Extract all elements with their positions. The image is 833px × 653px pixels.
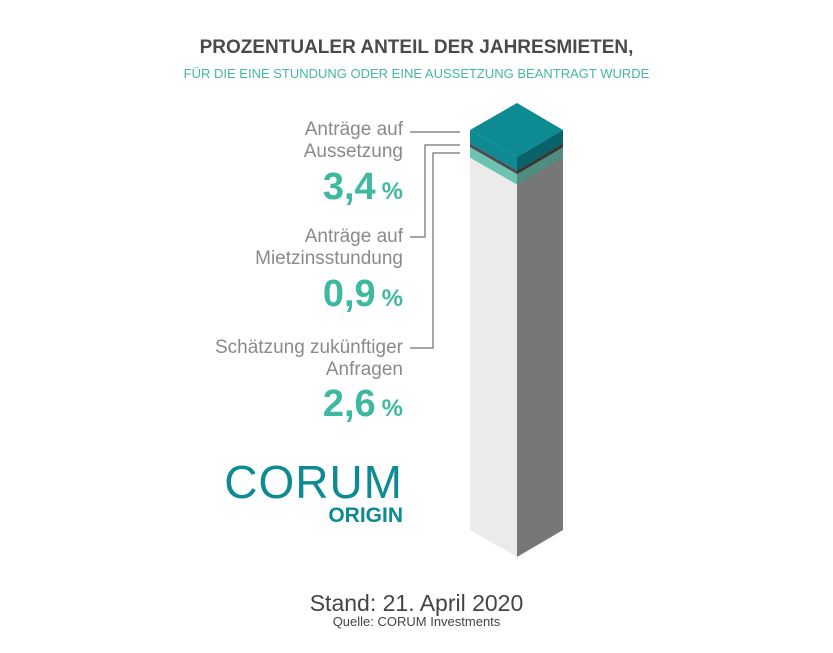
segment-left: [470, 147, 517, 185]
segment-right: [517, 143, 563, 175]
value-label: 3,4%: [323, 166, 403, 209]
column-body-right: [517, 130, 563, 557]
segment-right: [517, 147, 563, 185]
leader-line: [410, 152, 460, 349]
value-unit: %: [381, 178, 403, 205]
leader-line: [410, 144, 460, 238]
leader-lines: [410, 131, 460, 349]
segment-left: [470, 143, 517, 175]
value-label: 0,9%: [323, 273, 403, 316]
column-top: [470, 103, 563, 157]
logo-sub: ORIGIN: [328, 504, 403, 527]
logo-brand: CORUM: [224, 456, 403, 508]
segment-label: Anträge auf Aussetzung: [303, 119, 403, 162]
date: Stand: 21. April 2020: [309, 590, 524, 616]
subtitle: FÜR DIE EINE STUNDUNG ODER EINE AUSSETZU…: [183, 66, 650, 81]
value-number: 3,4: [322, 166, 376, 208]
value-unit: %: [381, 285, 403, 312]
segment-label: Anträge auf Mietzinsstundung: [255, 226, 403, 269]
title: PROZENTUALER ANTEIL DER JAHRESMIETEN,: [199, 37, 634, 58]
segment-left: [470, 130, 517, 171]
segment-right: [517, 130, 563, 171]
column-body-left: [470, 130, 517, 557]
source: Quelle: CORUM Investments: [332, 614, 501, 629]
value-number: 2,6: [322, 383, 376, 425]
segment-label: Schätzung zukünftiger Anfragen: [214, 337, 403, 380]
value-label: 2,6%: [323, 383, 403, 426]
value-unit: %: [381, 395, 403, 422]
value-number: 0,9: [322, 273, 376, 315]
